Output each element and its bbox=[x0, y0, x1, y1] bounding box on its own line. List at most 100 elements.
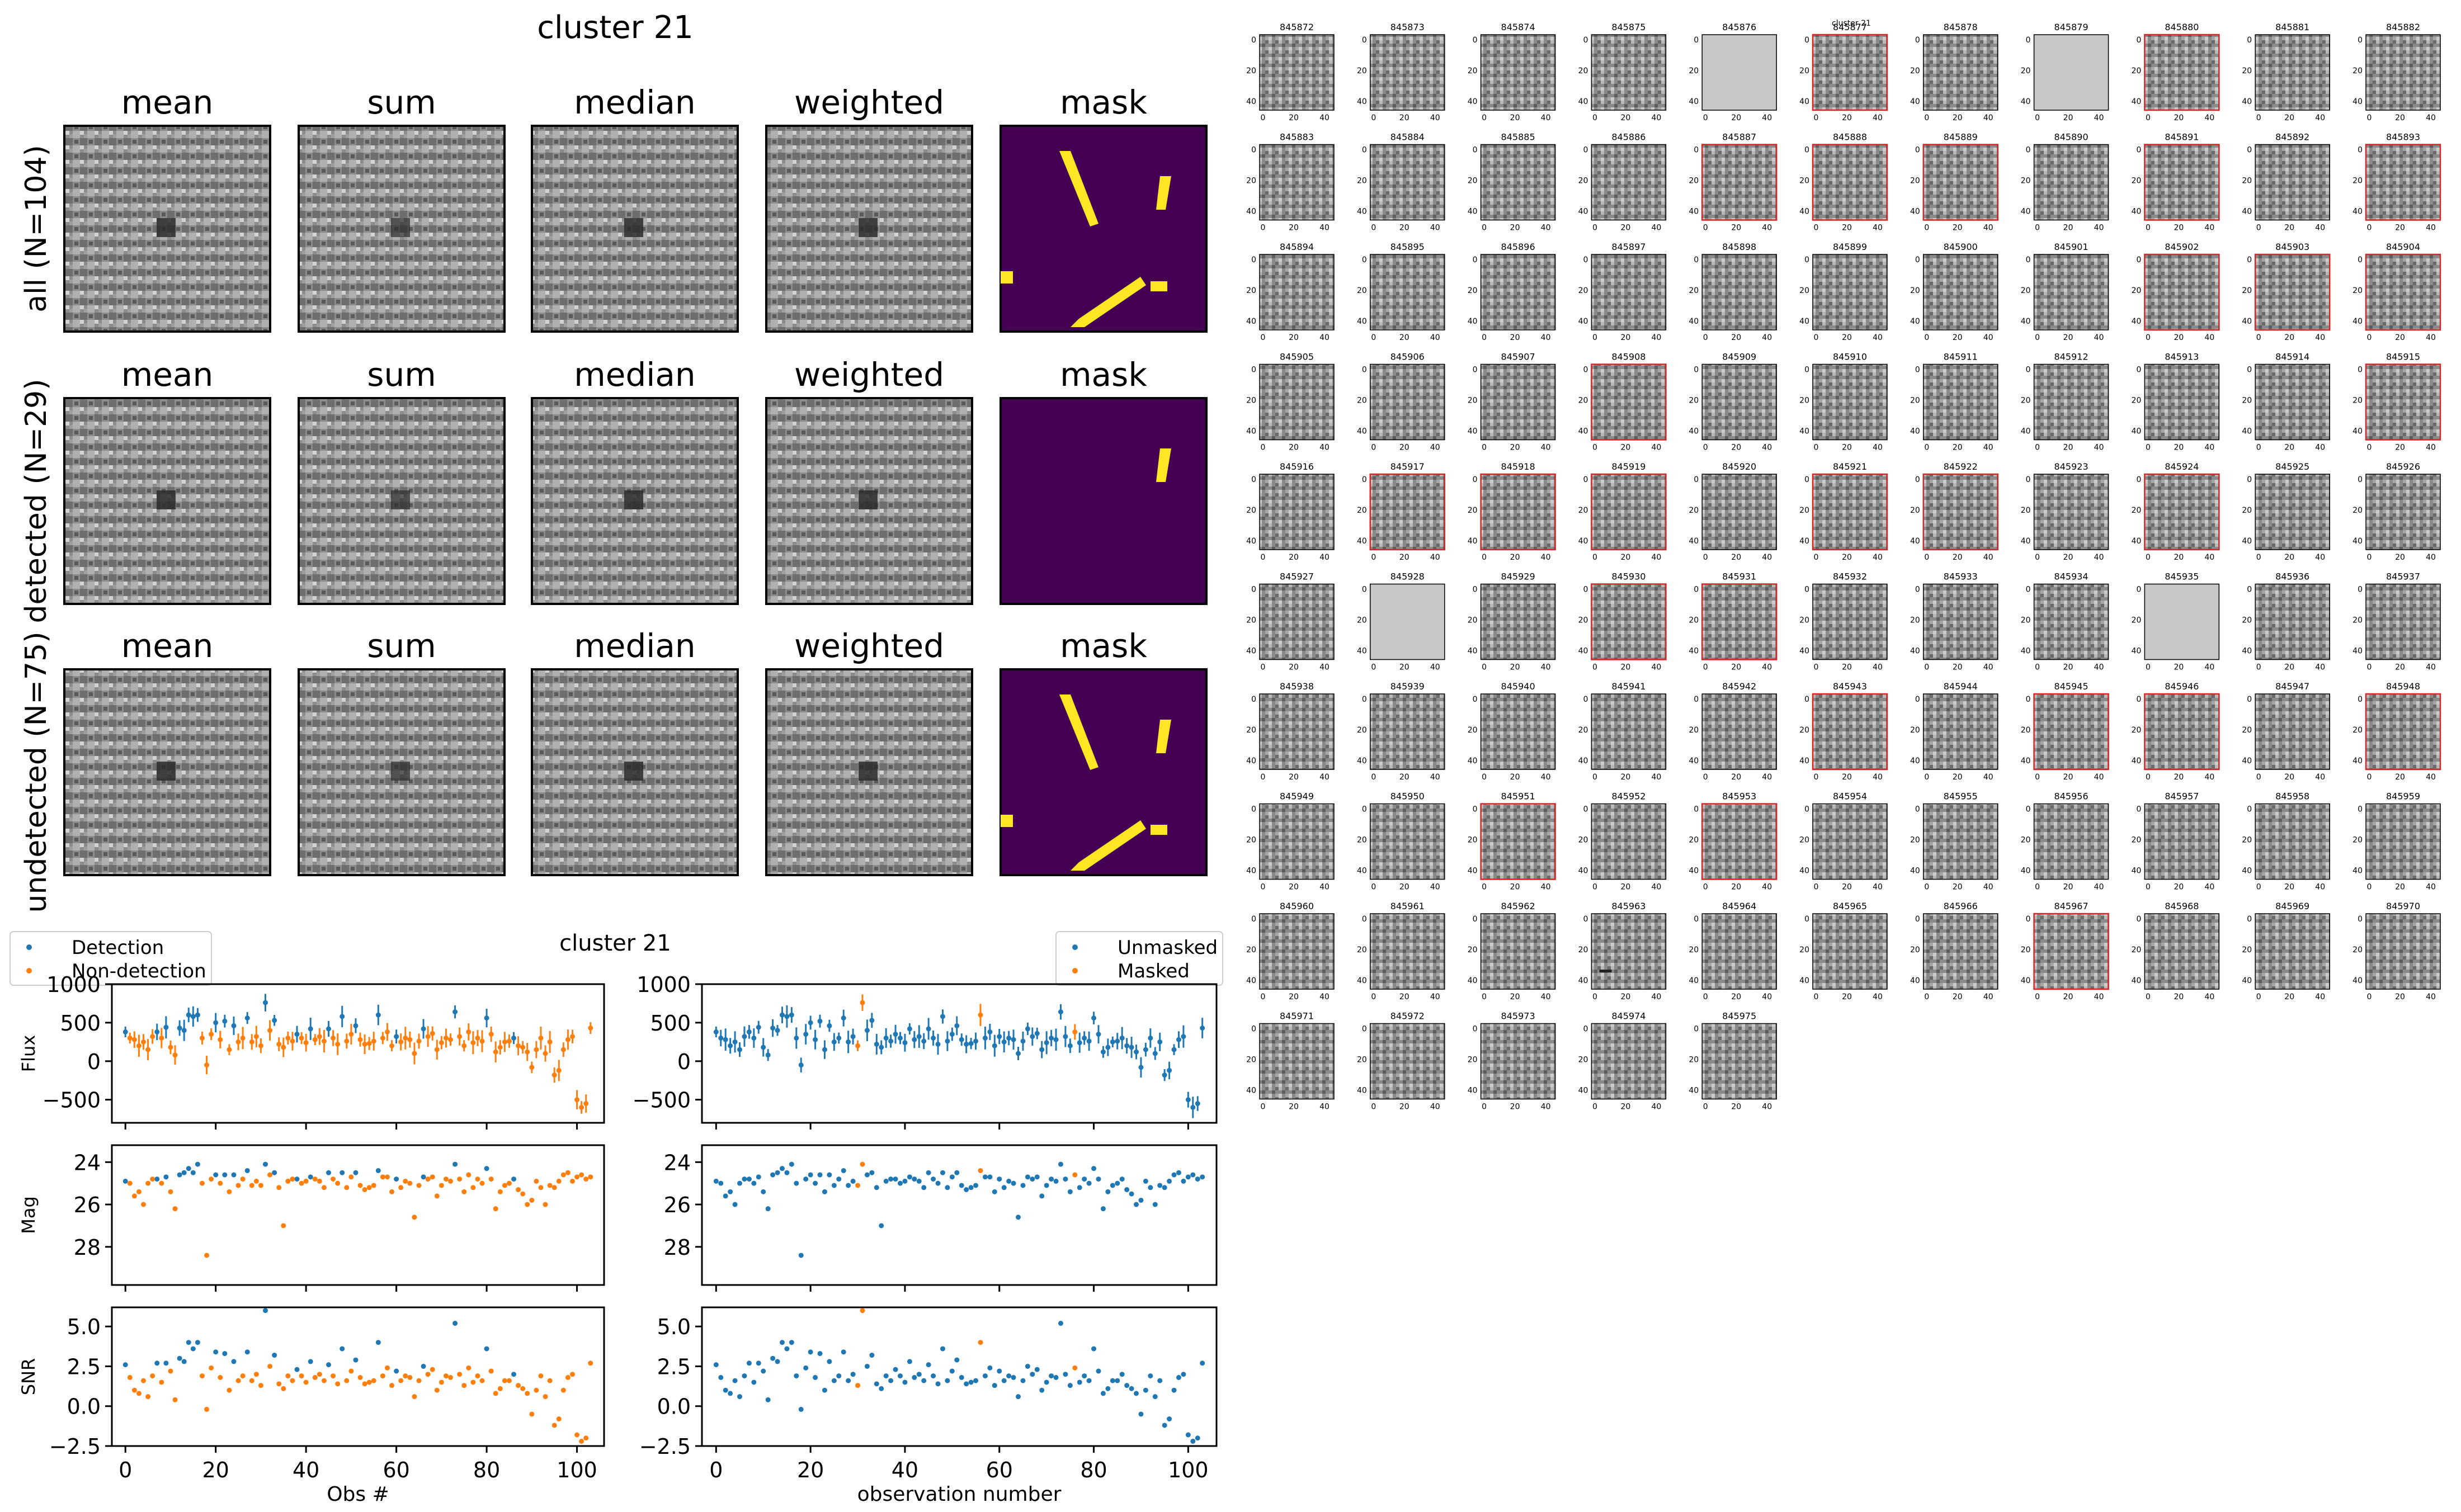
thumbnail-image bbox=[2255, 363, 2330, 441]
y-tick-label: 500 bbox=[650, 1011, 691, 1036]
thumb-x-tick: 20 bbox=[1289, 443, 1299, 452]
thumbnail-image bbox=[2365, 803, 2441, 880]
data-point bbox=[366, 1185, 372, 1190]
thumb-x-tick: 0 bbox=[2035, 443, 2040, 452]
data-point bbox=[430, 1367, 435, 1372]
thumb-y-tick: 0 bbox=[2247, 695, 2252, 704]
data-point bbox=[1176, 1374, 1181, 1380]
thumb-x-tick: 20 bbox=[2395, 224, 2405, 233]
thumbnail-image bbox=[2365, 363, 2441, 441]
thumb-y-tick: 0 bbox=[1915, 695, 1920, 704]
thumbnail-image bbox=[2255, 144, 2330, 221]
data-point bbox=[1181, 1178, 1186, 1184]
data-point bbox=[921, 1185, 927, 1190]
thumbnail-image bbox=[2255, 693, 2330, 770]
stamps-title: cluster 21 bbox=[537, 10, 694, 46]
thumb-y-tick: 0 bbox=[1915, 366, 1920, 375]
data-point bbox=[916, 1372, 922, 1377]
data-point bbox=[728, 1189, 733, 1194]
data-point bbox=[1091, 1015, 1097, 1021]
thumbnail-image bbox=[1922, 473, 1999, 551]
data-point bbox=[344, 1378, 350, 1383]
thumb-x-tick: 20 bbox=[2174, 883, 2184, 892]
thumb-y-tick: 0 bbox=[1915, 805, 1920, 814]
data-point bbox=[836, 1176, 842, 1182]
legend-marker bbox=[1072, 968, 1078, 974]
thumbnail-id: 845946 bbox=[2165, 681, 2199, 692]
data-point bbox=[227, 1047, 232, 1052]
data-point bbox=[713, 1362, 719, 1368]
data-point bbox=[775, 1028, 780, 1033]
data-point bbox=[466, 1029, 472, 1034]
thumbnail-id: 845958 bbox=[2275, 791, 2309, 802]
thumb-y-tick: 40 bbox=[2132, 97, 2142, 106]
data-point bbox=[218, 1374, 223, 1380]
data-point bbox=[1049, 1176, 1054, 1182]
data-point bbox=[375, 1012, 381, 1018]
data-point bbox=[1195, 1101, 1200, 1107]
thumbnail-id: 845950 bbox=[1390, 791, 1425, 802]
data-point bbox=[1011, 1180, 1016, 1186]
data-point bbox=[1067, 1189, 1073, 1194]
x-tick-label: 60 bbox=[986, 1458, 1013, 1482]
thumb-y-tick: 20 bbox=[1468, 396, 1478, 405]
thumb-x-tick: 0 bbox=[1371, 224, 1376, 233]
thumb-x-tick: 20 bbox=[2284, 663, 2294, 672]
thumb-x-tick: 0 bbox=[1261, 773, 1266, 782]
thumb-x-tick: 40 bbox=[1762, 333, 1772, 342]
data-point bbox=[907, 1174, 912, 1180]
thumbnail-image bbox=[2365, 693, 2441, 771]
data-point bbox=[1016, 1051, 1021, 1056]
thumb-x-tick: 40 bbox=[1541, 333, 1551, 342]
data-point bbox=[718, 1035, 724, 1041]
thumb-y-tick: 20 bbox=[1689, 1056, 1699, 1065]
thumb-x-tick: 20 bbox=[2174, 773, 2184, 782]
data-point bbox=[836, 1373, 842, 1379]
thumbnail-id: 845926 bbox=[2386, 461, 2420, 472]
stamp-label-mean: mean bbox=[121, 627, 213, 665]
data-point bbox=[1190, 1438, 1196, 1444]
data-point bbox=[579, 1104, 584, 1110]
data-point bbox=[466, 1365, 472, 1371]
thumb-y-tick: 0 bbox=[1694, 256, 1699, 264]
thumb-y-tick: 0 bbox=[2136, 915, 2141, 924]
thumbnail-image bbox=[1923, 693, 1998, 770]
data-point bbox=[1143, 1047, 1148, 1052]
thumb-x-tick: 20 bbox=[1399, 443, 1409, 452]
thumbnail-id: 845894 bbox=[1280, 242, 1314, 252]
data-point bbox=[860, 1308, 865, 1313]
data-point bbox=[1185, 1174, 1191, 1180]
thumb-y-tick: 0 bbox=[1362, 36, 1367, 45]
data-point bbox=[888, 1378, 894, 1383]
thumbnail-id: 845901 bbox=[2054, 242, 2088, 252]
thumb-x-tick: 0 bbox=[1261, 993, 1266, 1001]
thumbnail-id: 845959 bbox=[2386, 791, 2420, 802]
data-point bbox=[389, 1383, 395, 1388]
data-point bbox=[267, 1363, 273, 1369]
thumb-y-tick: 40 bbox=[2352, 427, 2363, 436]
thumbnail-id: 845922 bbox=[1944, 461, 1978, 472]
y-tick-label: 0.0 bbox=[657, 1395, 691, 1419]
data-point bbox=[1181, 1034, 1186, 1040]
thumb-y-tick: 40 bbox=[1468, 867, 1478, 876]
thumb-x-tick: 40 bbox=[1430, 333, 1440, 342]
thumb-y-tick: 0 bbox=[1473, 585, 1478, 594]
data-point bbox=[163, 1174, 169, 1180]
lightcurve-title: cluster 21 bbox=[559, 930, 671, 956]
thumb-x-tick: 20 bbox=[1953, 443, 1963, 452]
thumbnail-id: 845974 bbox=[1611, 1011, 1646, 1022]
thumb-y-tick: 0 bbox=[1362, 146, 1367, 155]
data-point bbox=[520, 1386, 526, 1391]
data-point bbox=[959, 1374, 964, 1380]
thumb-y-tick: 20 bbox=[2021, 177, 2031, 186]
data-point bbox=[964, 1187, 969, 1193]
thumbnail-image bbox=[1370, 583, 1445, 660]
data-point bbox=[227, 1189, 232, 1194]
thumb-x-tick: 20 bbox=[1731, 1103, 1741, 1112]
